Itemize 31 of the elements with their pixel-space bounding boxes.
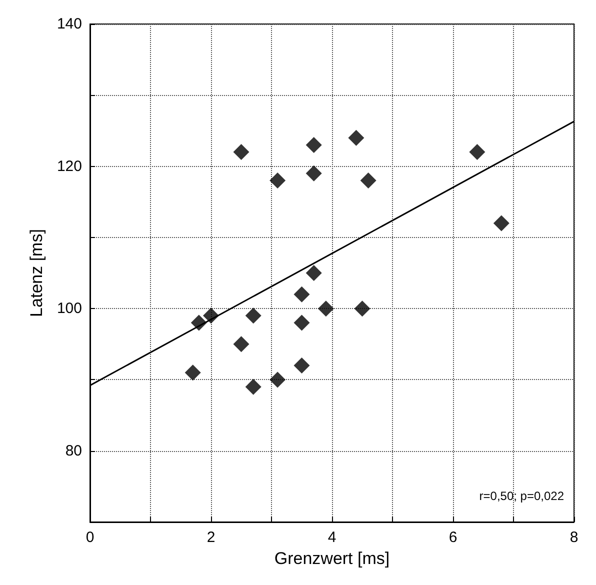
x-tick-label: 4 xyxy=(328,529,336,546)
point xyxy=(270,172,286,189)
point xyxy=(294,314,310,331)
point xyxy=(348,130,364,146)
x-axis-title: Grenzwert [ms] xyxy=(274,548,390,568)
y-tick-label: 140 xyxy=(56,16,82,32)
x-tick-label: 8 xyxy=(570,529,578,546)
annotation: r=0,50; p=0,022 xyxy=(479,489,564,503)
point xyxy=(306,165,322,182)
point xyxy=(294,286,310,302)
x-tick-label: 2 xyxy=(206,529,216,546)
point xyxy=(245,308,262,324)
point xyxy=(306,136,322,153)
y-tick-label: 100 xyxy=(56,300,82,318)
point xyxy=(493,215,510,232)
point xyxy=(233,336,250,352)
point xyxy=(318,300,334,317)
x-tick-label: 6 xyxy=(448,529,458,546)
point xyxy=(270,372,286,388)
y-axis-title: Latenz [ms] xyxy=(27,229,46,317)
point xyxy=(306,265,322,281)
y-tick-label: 80 xyxy=(65,442,82,460)
point xyxy=(184,364,201,381)
x-tick-label: 0 xyxy=(86,529,94,546)
point xyxy=(294,357,310,374)
point xyxy=(360,172,376,189)
point xyxy=(354,300,370,317)
point xyxy=(233,144,250,160)
point xyxy=(245,378,262,395)
y-tick-label: 120 xyxy=(56,158,82,175)
point xyxy=(469,144,486,160)
